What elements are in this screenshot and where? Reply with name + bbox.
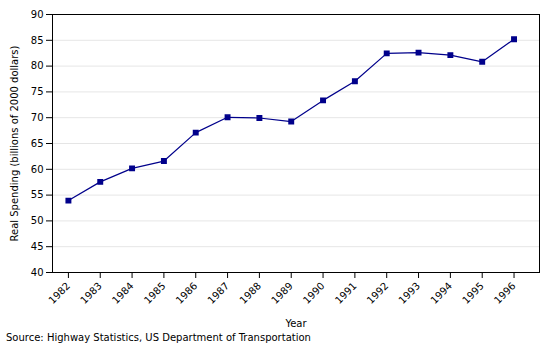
- svg-text:1989: 1989: [269, 280, 295, 306]
- svg-text:1987: 1987: [205, 280, 231, 306]
- svg-text:Year: Year: [284, 318, 307, 329]
- svg-text:1995: 1995: [460, 280, 486, 306]
- html-text:Source: Highway Statistics, US: Source: Highway Statistics, US Departmen…: [6, 332, 311, 343]
- svg-text:55: 55: [31, 189, 44, 200]
- svg-text:65: 65: [31, 138, 44, 149]
- svg-text:1982: 1982: [46, 280, 72, 306]
- svg-text:90: 90: [31, 9, 44, 20]
- svg-text:1986: 1986: [174, 280, 200, 306]
- svg-text:50: 50: [31, 215, 44, 226]
- svg-text:45: 45: [31, 241, 44, 252]
- svg-text:Real Spending (billions of 200: Real Spending (billions of 2000 dollars): [9, 45, 20, 241]
- svg-text:1990: 1990: [301, 280, 327, 306]
- svg-text:80: 80: [31, 60, 44, 71]
- svg-text:85: 85: [31, 35, 44, 46]
- svg-text:1991: 1991: [333, 280, 359, 306]
- svg-text:75: 75: [31, 86, 44, 97]
- svg-text:1996: 1996: [492, 280, 518, 306]
- svg-text:70: 70: [31, 112, 44, 123]
- svg-text:1983: 1983: [78, 280, 104, 306]
- svg-text:60: 60: [31, 164, 44, 175]
- svg-text:1988: 1988: [237, 280, 263, 306]
- svg-text:1984: 1984: [110, 280, 136, 306]
- svg-text:1993: 1993: [396, 280, 422, 306]
- svg-text:1992: 1992: [365, 280, 391, 306]
- svg-text:40: 40: [31, 267, 44, 278]
- svg-text:1985: 1985: [142, 280, 168, 306]
- svg-text:1994: 1994: [428, 280, 454, 306]
